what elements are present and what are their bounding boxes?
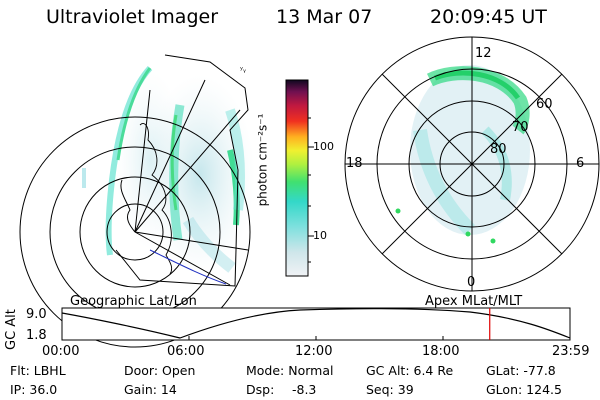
lat-label-60: 60 xyxy=(536,97,553,112)
altitude-xtick-2359: 23:59 xyxy=(552,344,590,359)
lat-label-70: 70 xyxy=(512,120,529,135)
mlt-label-6: 6 xyxy=(576,156,585,171)
colorbar-tick-10: 10 xyxy=(313,229,327,242)
seq-label: Seq: 39 xyxy=(366,382,414,397)
altitude-ylabel: GC Alt xyxy=(4,309,19,350)
mlt-label-0: 0 xyxy=(467,275,476,290)
dsp-value: -8.3 xyxy=(292,382,317,397)
geographic-caption: Geographic Lat/Lon xyxy=(70,294,197,309)
colorbar-scale xyxy=(285,79,309,277)
north-arrow-icon: ʸᵧ xyxy=(240,65,246,74)
date-label: 13 Mar 07 xyxy=(276,6,373,28)
colorbar-tick-100: 100 xyxy=(313,140,334,153)
gc-alt-label: GC Alt: 6.4 Re xyxy=(366,363,454,378)
altitude-xtick-0000: 00:00 xyxy=(42,344,80,359)
filter-label: Flt: LBHL xyxy=(10,363,66,378)
dsp-label: Dsp: xyxy=(246,382,275,397)
altitude-curve xyxy=(61,308,571,339)
glon-label: GLon: 124.5 xyxy=(486,382,562,397)
lat-label-80: 80 xyxy=(490,142,507,157)
time-label: 20:09:45 UT xyxy=(430,6,547,28)
polar-grid xyxy=(344,36,600,292)
geographic-grid xyxy=(19,54,251,348)
geographic-track xyxy=(149,249,227,285)
altitude-xtick-1200: 12:00 xyxy=(295,344,333,359)
ip-label: IP: 36.0 xyxy=(10,382,58,397)
geographic-image xyxy=(82,65,255,275)
mlt-label-12: 12 xyxy=(475,46,492,61)
altitude-plot-frame xyxy=(61,307,571,341)
colorbar-unit-label: photon cm⁻²s⁻¹ xyxy=(255,113,270,207)
gain-label: Gain: 14 xyxy=(124,382,177,397)
altitude-xtick-1800: 18:00 xyxy=(422,344,460,359)
altitude-ytick-top: 9.0 xyxy=(26,307,47,322)
mode-label: Mode: Normal xyxy=(246,363,334,378)
glat-label: GLat: -77.8 xyxy=(486,363,556,378)
apex-caption: Apex MLat/MLT xyxy=(425,294,523,309)
altitude-ytick-bottom: 1.8 xyxy=(26,328,47,343)
instrument-title: Ultraviolet Imager xyxy=(46,6,219,28)
door-label: Door: Open xyxy=(124,363,196,378)
mlt-label-18: 18 xyxy=(346,156,363,171)
altitude-xtick-0600: 06:00 xyxy=(167,344,205,359)
altitude-xtick-marks xyxy=(61,336,571,340)
